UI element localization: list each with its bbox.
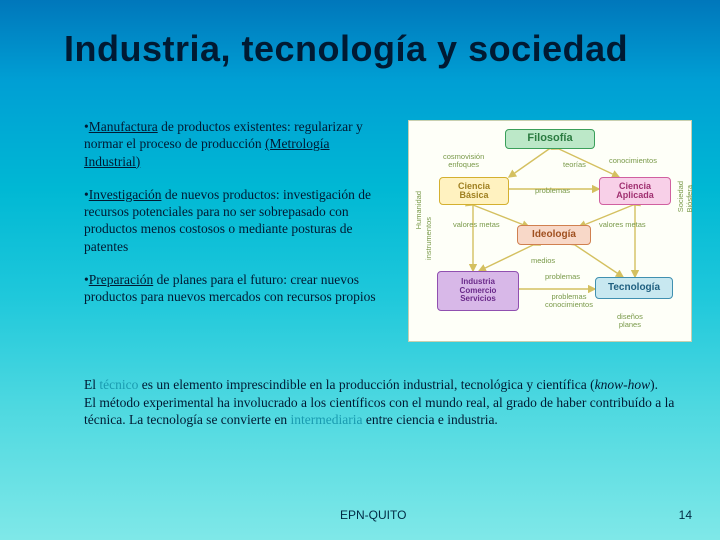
diagram-node-ideologia: Ideología <box>517 225 591 245</box>
text: es un elemento imprescindible en la prod… <box>138 377 594 392</box>
diagram-label: diseños planes <box>617 313 643 329</box>
footer-left: EPN-QUITO <box>340 508 406 522</box>
bullet-lead: Manufactura <box>89 119 158 134</box>
bottom-paragraph: El técnico es un elemento imprescindible… <box>84 376 684 429</box>
bullet-item: •Preparación de planes para el futuro: c… <box>84 271 384 306</box>
diagram-label: Humanidad <box>415 191 423 229</box>
bullet-item: •Investigación de nuevos productos: inve… <box>84 186 384 255</box>
diagram-node-filosofia: Filosofía <box>505 129 595 149</box>
bullet-lead: Preparación <box>89 272 153 287</box>
diagram-node-tecnologia: Tecnología <box>595 277 673 299</box>
diagram-label: teorías <box>563 161 586 169</box>
diagram-node-industria: Industria Comercio Servicios <box>437 271 519 311</box>
bullet-lead: Investigación <box>89 187 162 202</box>
diagram-node-caplicada: Ciencia Aplicada <box>599 177 671 205</box>
bullet-item: •Manufactura de productos existentes: re… <box>84 118 384 170</box>
text: entre ciencia e industria. <box>363 412 498 427</box>
footer-page-number: 14 <box>679 508 692 522</box>
diagram-label: valores metas <box>599 221 646 229</box>
diagram-label: medios <box>531 257 555 265</box>
diagram-label: Sociedad <box>677 181 685 212</box>
diagram-label: Biósfera <box>686 185 694 213</box>
diagram-label: problemas <box>535 187 570 195</box>
diagram-label: cosmovisión enfoques <box>443 153 484 169</box>
diagram-label: problemas conocimientos <box>545 293 593 309</box>
concept-diagram: Filosofía Ciencia Básica Ciencia Aplicada I… <box>408 120 692 342</box>
highlight-intermediaria: intermediaria <box>291 412 363 427</box>
italic-knowhow: know-how <box>595 377 651 392</box>
diagram-label: valores metas <box>453 221 500 229</box>
slide-title: Industria, tecnología y sociedad <box>64 28 690 70</box>
text: ). <box>650 377 658 392</box>
highlight-tecnico: técnico <box>99 377 138 392</box>
text: El <box>84 377 99 392</box>
diagram-label: instrumentos <box>425 217 433 260</box>
diagram-node-cbasica: Ciencia Básica <box>439 177 509 205</box>
diagram-label: conocimientos <box>609 157 657 165</box>
bullet-list: •Manufactura de productos existentes: re… <box>84 118 384 321</box>
diagram-label: problemas <box>545 273 580 281</box>
